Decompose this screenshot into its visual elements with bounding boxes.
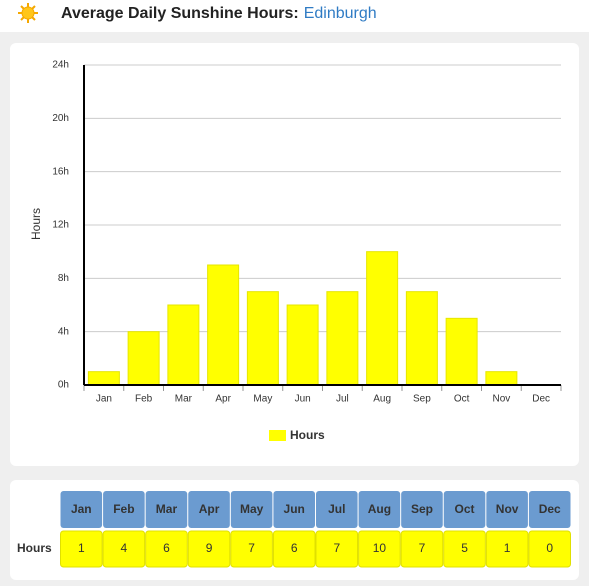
table-value-text: 6 — [291, 541, 298, 555]
x-tick-label: Jul — [336, 394, 349, 405]
table-header-text: Aug — [368, 502, 391, 516]
x-tick-label: Mar — [175, 394, 193, 405]
y-tick-label: 12h — [52, 220, 69, 231]
bar — [207, 264, 240, 386]
table-value-text: 9 — [206, 541, 213, 555]
table-header-text: Nov — [496, 502, 519, 516]
bar — [366, 251, 399, 386]
x-tick-label: Apr — [215, 394, 231, 405]
x-tick-label: Jan — [96, 394, 112, 405]
table-value-text: 4 — [121, 541, 128, 555]
bar — [286, 304, 319, 386]
x-tick-label: Sep — [413, 394, 431, 405]
x-tick-label: Dec — [532, 394, 550, 405]
table-header-cell — [443, 491, 486, 528]
table-header-cell — [145, 491, 188, 528]
table-header-cell — [60, 491, 103, 528]
table-header-text: Feb — [113, 502, 134, 516]
location: Edinburgh — [304, 5, 377, 22]
table-header-text: Apr — [199, 502, 220, 516]
table-header-text: Dec — [539, 502, 561, 516]
table-header-cell — [188, 491, 230, 528]
y-tick-label: 16h — [52, 166, 69, 177]
bar — [326, 291, 359, 386]
table-value-text: 10 — [373, 541, 387, 555]
x-tick-label: May — [253, 394, 272, 405]
table-header-text: Mar — [156, 502, 178, 516]
legend-label: Hours — [290, 428, 325, 442]
bar — [127, 331, 160, 386]
x-tick-label: Oct — [454, 394, 470, 405]
table-value-cell — [358, 530, 401, 568]
table-value-cell — [102, 530, 146, 568]
table-value-cell — [187, 530, 231, 568]
table-header-cell — [316, 491, 358, 528]
table-value-text: 0 — [546, 541, 553, 555]
y-tick-label: 4h — [58, 326, 69, 337]
table-value-cell — [272, 530, 316, 568]
table-value-cell — [230, 530, 273, 568]
table-header-cell — [401, 491, 443, 528]
x-tick-label: Feb — [135, 394, 153, 405]
legend-swatch — [269, 430, 286, 441]
bar — [445, 317, 478, 386]
x-tick-label: Aug — [373, 394, 391, 405]
bar — [405, 291, 438, 386]
table-header-cell — [273, 491, 315, 528]
table-row-label: Hours — [17, 541, 52, 555]
title-text: Average Daily Sunshine Hours: — [61, 5, 299, 22]
table-value-cell — [315, 530, 359, 568]
y-tick-label: 20h — [52, 113, 69, 124]
table-value-text: 5 — [461, 541, 468, 555]
y-axis-title: Hours — [29, 208, 43, 240]
table-value-text: 1 — [504, 541, 511, 555]
table-value-cell — [400, 530, 444, 568]
x-tick-label: Jun — [295, 394, 311, 405]
table-value-text: 7 — [419, 541, 426, 555]
table-value-cell — [60, 530, 103, 568]
table-header-cell — [486, 491, 528, 528]
table-header-text: May — [240, 502, 264, 516]
bar — [167, 304, 200, 386]
table-header-text: Jan — [71, 502, 92, 516]
page-title: Average Daily Sunshine Hours: Edinburgh — [61, 5, 377, 22]
y-tick-label: 24h — [52, 60, 69, 71]
table-header-text: Jun — [284, 502, 305, 516]
table-value-cell — [528, 530, 572, 568]
table-header-text: Oct — [455, 502, 475, 516]
table-header-cell — [528, 491, 571, 528]
table-header-cell — [358, 491, 401, 528]
sun-icon — [18, 3, 38, 23]
table-value-text: 7 — [248, 541, 255, 555]
table-header-cell — [230, 491, 273, 528]
table-header-text: Jul — [328, 502, 345, 516]
bar — [246, 291, 279, 386]
y-tick-label: 0h — [58, 380, 69, 391]
table-value-text: 1 — [78, 541, 85, 555]
table-value-text: 6 — [163, 541, 170, 555]
table-value-cell — [443, 530, 486, 568]
bar — [87, 371, 120, 386]
y-tick-label: 8h — [58, 273, 69, 284]
table-header-cell — [103, 491, 145, 528]
table-value-text: 7 — [333, 541, 340, 555]
x-tick-label: Nov — [492, 394, 510, 405]
table-header-text: Sep — [411, 502, 433, 516]
bar — [485, 371, 518, 386]
table-value-cell — [145, 530, 188, 568]
header-bar — [0, 0, 589, 32]
table-value-cell — [485, 530, 529, 568]
